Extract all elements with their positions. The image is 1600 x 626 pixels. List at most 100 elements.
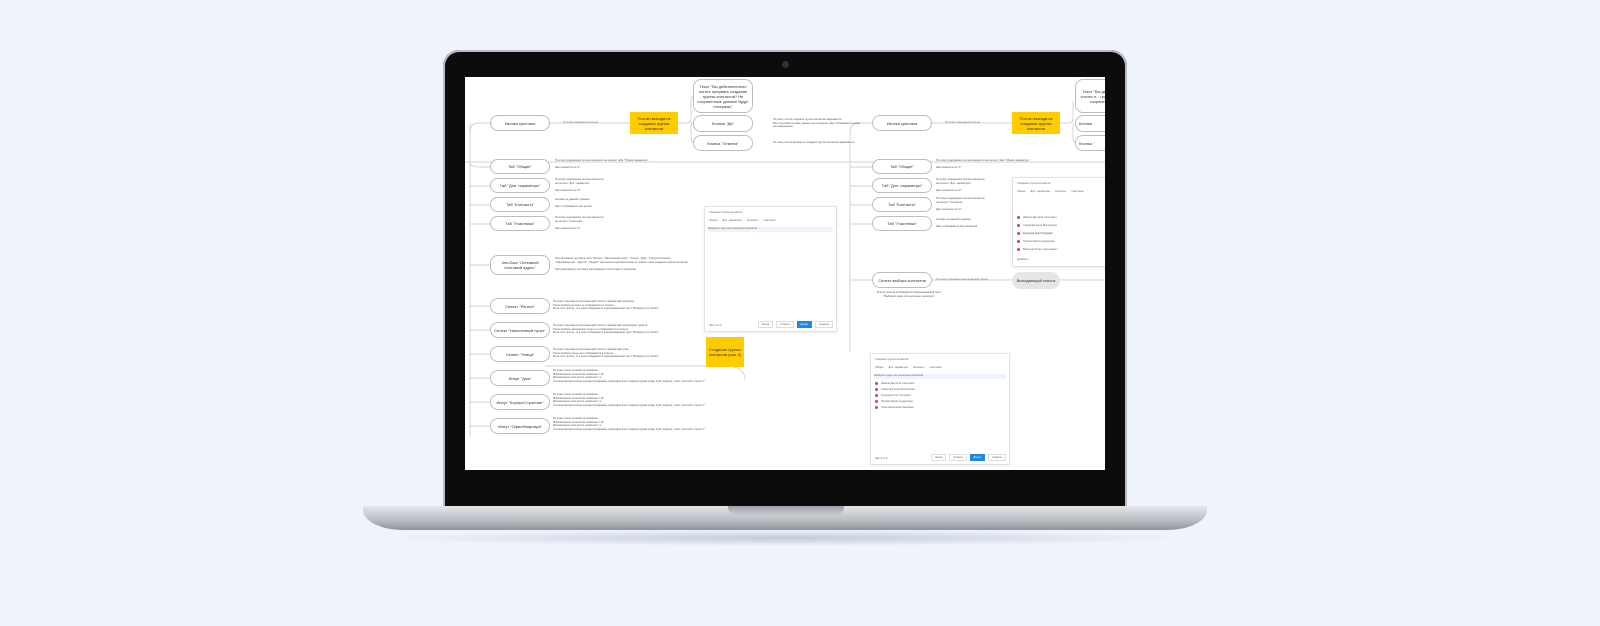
- modal-tab[interactable]: Общие: [875, 366, 884, 369]
- node-desc: По клику содержимое поп-апа меняется на …: [936, 197, 985, 211]
- avatar: [875, 394, 878, 397]
- node-checkbox-address: Чек-бокс "Основной почтовый адрес": [490, 255, 550, 275]
- desc-yes: По клику поп-ап создания группы контакто…: [773, 118, 861, 129]
- next-button[interactable]: Далее: [796, 321, 813, 328]
- node-select-street: Селект "Улица": [490, 346, 550, 362]
- contact-option[interactable]: Васильев Игорь Николаевич: [1023, 248, 1058, 251]
- avatar: [1017, 216, 1020, 219]
- back-button[interactable]: Назад: [930, 454, 947, 461]
- modal-tab[interactable]: Доп. параметры: [722, 219, 742, 222]
- node-desc: По клику открывается выпадающий список с…: [553, 324, 660, 335]
- modal-footer: Шаг 4 из 4: [875, 457, 888, 460]
- contact-row: Смирнова Анна Викторовна: [881, 388, 915, 391]
- modal-tab[interactable]: Участники: [929, 366, 942, 369]
- node-select-city: Селект "Населенный пункт": [490, 322, 550, 338]
- contact-option[interactable]: Кузнецов Олег Петрович: [1023, 232, 1053, 235]
- node-close-icon: Иконка крестика: [490, 115, 550, 131]
- node-exit-popup-right: Поп-ап выхода из создания группы контакт…: [1012, 112, 1060, 134]
- modal-footer: Шаг 4 из 4: [709, 324, 722, 327]
- edge-label: По клику открывается поп-ап: [563, 121, 599, 124]
- modal-tab[interactable]: Контакты: [1054, 190, 1067, 193]
- create-button[interactable]: Создать: [815, 321, 833, 328]
- modal-title: Создание группы контактов: [875, 358, 909, 361]
- modal-tab[interactable]: Участники: [1071, 190, 1084, 193]
- modal-tab[interactable]: Контакты: [746, 219, 759, 222]
- add-contact-link[interactable]: Добавить: [1017, 258, 1028, 261]
- node-tab-members-right: Таб "Участники": [872, 216, 932, 231]
- avatar: [1017, 248, 1020, 251]
- contact-row: Соколова Елена Павловна: [881, 406, 914, 409]
- node-tab-contacts: Таб "Контакты": [490, 197, 550, 212]
- create-button[interactable]: Создать: [988, 454, 1006, 461]
- avatar: [1017, 240, 1020, 243]
- node-select-contacts: Селект выбора контактов: [872, 272, 932, 288]
- contact-option[interactable]: Смирнова Анна Викторовна: [1023, 224, 1057, 227]
- node-desc: По клику содержимое поп-апа меняется на …: [936, 178, 985, 192]
- add-label: Добавить: [1017, 258, 1029, 261]
- modal-tab[interactable]: Участники: [763, 219, 776, 222]
- camera-icon: [782, 61, 789, 68]
- contact-row: Иванов Дмитрий Сергеевич: [881, 382, 915, 385]
- node-tab-general: Таб "Общие": [490, 159, 550, 174]
- node-exit-popup: Поп-ап выхода из создания группы контакт…: [630, 112, 678, 134]
- laptop-notch: [728, 506, 844, 515]
- desc-select-contacts: В поле селекта отображается подсказывающ…: [876, 291, 942, 298]
- contact-option[interactable]: Иванов Дмитрий Сергеевич: [1023, 216, 1057, 219]
- node-cancel-right: Кнопка ": [1075, 135, 1105, 151]
- modal-tab[interactable]: Общие: [1017, 190, 1026, 193]
- node-desc: Активен на данной странице. Цвет отображ…: [936, 218, 978, 229]
- edge-label: По клику открывается поп-ап: [945, 121, 981, 124]
- modal-mockup-contacts: Создание группы контактов Общие Доп. пара…: [704, 206, 837, 332]
- node-close-icon-right: Иконка крестика: [872, 115, 932, 131]
- modal-tab[interactable]: Доп. параметры: [1030, 190, 1050, 193]
- contact-option[interactable]: Попова Мария Андреевна: [1023, 240, 1055, 243]
- contact-row: Кузнецов Олег Петрович: [881, 394, 911, 397]
- node-tab-members: Таб "Участники": [490, 216, 550, 231]
- node-popup-text-right: Текст "Вы действ... хотите п... группы к…: [1075, 79, 1105, 113]
- node-desc: По клику инпут становится активным. Макс…: [553, 369, 706, 383]
- node-input-building: Инпут "Корпус/Строение": [490, 394, 550, 410]
- node-desc: По клику содержимое поп-апа меняется на …: [555, 216, 604, 230]
- modal-title: Создание группы контактов: [1017, 182, 1051, 185]
- contact-row: Попова Мария Андреевна: [881, 400, 913, 403]
- modal-tab[interactable]: Доп. параметры: [888, 366, 908, 369]
- node-desc: По клику инпут становится активным. Макс…: [553, 393, 706, 407]
- modal-mockup-members: Создание группы контактов Общие Доп. пара…: [870, 353, 1010, 465]
- node-cancel-button: Кнопка "Отмена": [693, 135, 753, 151]
- back-button[interactable]: Назад: [757, 321, 774, 328]
- laptop-shadow: [380, 530, 1190, 546]
- cancel-button[interactable]: Отмена: [776, 321, 794, 328]
- node-desc: По клику инпут становится активным. Макс…: [553, 417, 706, 431]
- avatar: [1017, 224, 1020, 227]
- desc-cancel: По клику поп-ап выхода из создания групп…: [773, 141, 856, 144]
- avatar: [875, 400, 878, 403]
- modal-title: Создание группы контактов: [709, 211, 743, 214]
- modal-select[interactable]: Выберите один или несколько контактов: [874, 374, 1006, 379]
- node-desc: По клику открывается выпадающий список с…: [553, 300, 660, 311]
- node-popup-text: Текст "Вы действительно хотите прервать …: [693, 79, 753, 113]
- node-desc: При активации чек-бокса поля "Регион", "…: [555, 257, 689, 271]
- node-desc: По клику содержимое поп-апа меняется на …: [555, 159, 650, 170]
- modal-tab[interactable]: Общие: [709, 219, 718, 222]
- modal-tab[interactable]: Контакты: [912, 366, 925, 369]
- modal-mockup-members-dropdown: Создание группы контактов Общие Доп. пара…: [1012, 177, 1105, 267]
- screen-mindmap: Иконка крестика По клику открывается поп…: [465, 77, 1105, 470]
- node-step-4: Создание группы контактов (шаг 4): [706, 337, 744, 367]
- node-desc: По клику открывается выпадающий список с…: [553, 348, 660, 359]
- edge-label: По клику открывается выпадающий список: [936, 278, 988, 281]
- node-desc: По клику содержимое поп-апа меняется на …: [555, 178, 604, 192]
- node-desc: По клику содержимое поп-апа меняется на …: [936, 159, 1031, 170]
- connector-lines: [465, 95, 1105, 437]
- avatar: [875, 406, 878, 409]
- modal-select[interactable]: Выберите один или несколько контактов: [708, 227, 833, 232]
- node-select-region: Селект "Регион": [490, 298, 550, 314]
- cancel-button[interactable]: Отмена: [949, 454, 967, 461]
- node-input-office: Инпут "Офис/Квартира": [490, 418, 550, 434]
- avatar: [875, 388, 878, 391]
- node-yes-button: Кнопка "Да": [693, 115, 753, 132]
- next-button[interactable]: Далее: [969, 454, 986, 461]
- node-tab-general-right: Таб "Общие": [872, 159, 932, 174]
- node-tab-extra: Таб "Доп. параметры": [490, 178, 550, 193]
- avatar: [875, 382, 878, 385]
- node-dropdown: Выпадающий список: [1012, 272, 1060, 289]
